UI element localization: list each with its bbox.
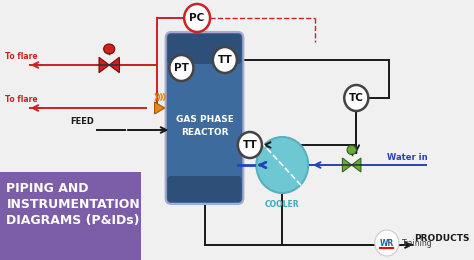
Polygon shape — [352, 158, 361, 172]
Text: To flare: To flare — [5, 95, 37, 104]
Circle shape — [238, 132, 262, 158]
Ellipse shape — [104, 44, 115, 54]
FancyBboxPatch shape — [167, 176, 242, 202]
Circle shape — [344, 85, 368, 111]
Circle shape — [213, 47, 237, 73]
Circle shape — [169, 55, 193, 81]
Circle shape — [256, 137, 308, 193]
Polygon shape — [342, 158, 352, 172]
Text: FEED: FEED — [71, 117, 94, 126]
Polygon shape — [155, 102, 165, 114]
FancyBboxPatch shape — [165, 32, 243, 204]
Text: PIPING AND: PIPING AND — [7, 182, 89, 195]
Text: TT: TT — [218, 55, 232, 65]
FancyBboxPatch shape — [0, 172, 141, 260]
Ellipse shape — [347, 146, 356, 154]
Text: GAS PHASE
REACTOR: GAS PHASE REACTOR — [175, 115, 234, 137]
Text: To flare: To flare — [5, 52, 37, 61]
Polygon shape — [109, 57, 119, 73]
Polygon shape — [99, 57, 109, 73]
Text: PC: PC — [190, 13, 205, 23]
Circle shape — [184, 4, 210, 32]
FancyBboxPatch shape — [167, 34, 242, 64]
Text: INSTRUMENTATION: INSTRUMENTATION — [7, 198, 140, 211]
Text: COOLER: COOLER — [265, 200, 300, 209]
Text: TT: TT — [243, 140, 257, 150]
Text: PT: PT — [174, 63, 189, 73]
Text: DIAGRAMS (P&IDs): DIAGRAMS (P&IDs) — [7, 214, 140, 227]
Text: TC: TC — [349, 93, 364, 103]
Text: PRODUCTS: PRODUCTS — [415, 234, 470, 243]
Text: Water in: Water in — [387, 153, 428, 162]
Text: Training: Training — [401, 238, 432, 248]
Circle shape — [375, 230, 399, 256]
Text: WR: WR — [380, 238, 394, 248]
